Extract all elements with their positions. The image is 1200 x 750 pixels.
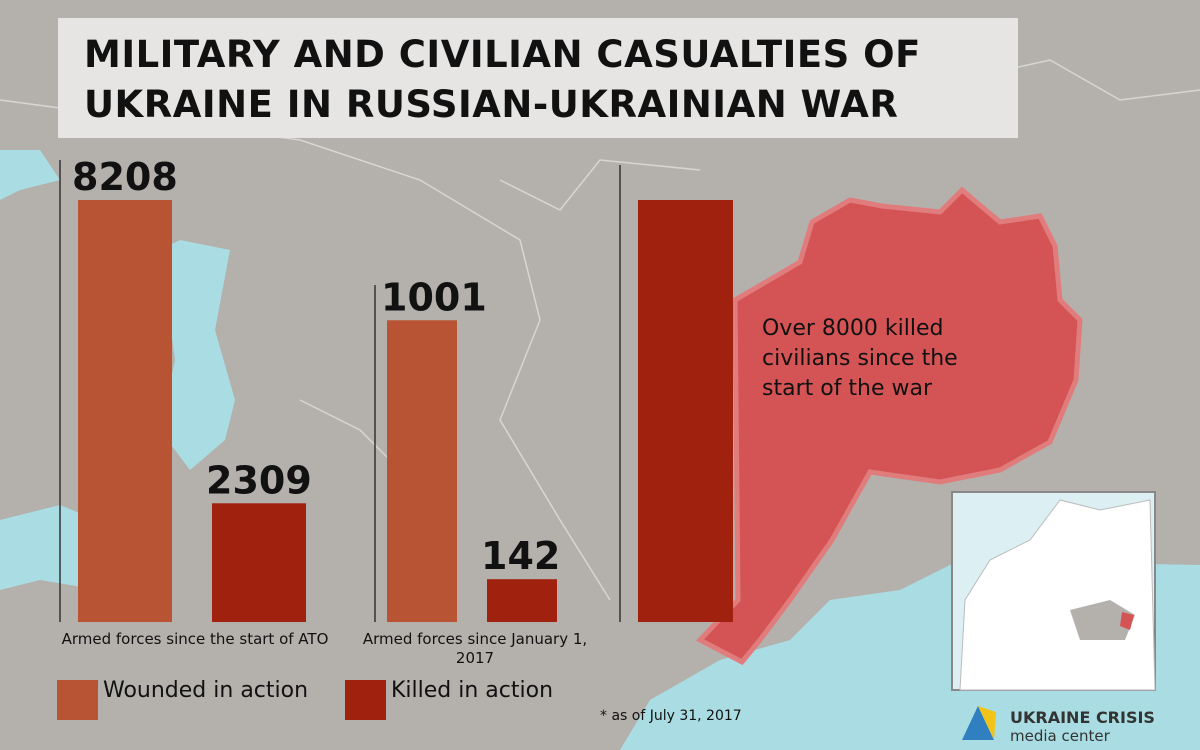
legend-swatch <box>345 680 386 720</box>
data-label: 142 <box>481 534 560 578</box>
legend-label: Wounded in action <box>103 678 309 703</box>
legend-label: Killed in action <box>391 678 554 703</box>
category-label: Armed forces since January 1, 2017 <box>362 630 588 667</box>
chart-title: MILITARY AND CIVILIAN CASUALTIES OF UKRA… <box>84 33 921 126</box>
bar <box>78 200 172 622</box>
bar <box>638 200 733 622</box>
bar <box>387 320 457 622</box>
bar <box>212 503 306 622</box>
legend-swatch <box>57 680 98 720</box>
data-label: 1001 <box>381 275 487 319</box>
inset-map <box>951 491 1156 691</box>
bar <box>487 579 557 622</box>
logo-name: UKRAINE CRISIS <box>1010 708 1155 727</box>
footnote: * as of July 31, 2017 <box>600 708 742 724</box>
data-label: Over 8000 killed civilians since the sta… <box>762 316 958 401</box>
logo-icon <box>962 706 996 740</box>
data-label: 2309 <box>206 458 312 502</box>
data-label: 8208 <box>72 155 178 199</box>
logo-subname: media center <box>1010 727 1110 745</box>
category-label: Armed forces since the start of ATO <box>61 630 329 648</box>
title-box <box>58 18 1018 138</box>
